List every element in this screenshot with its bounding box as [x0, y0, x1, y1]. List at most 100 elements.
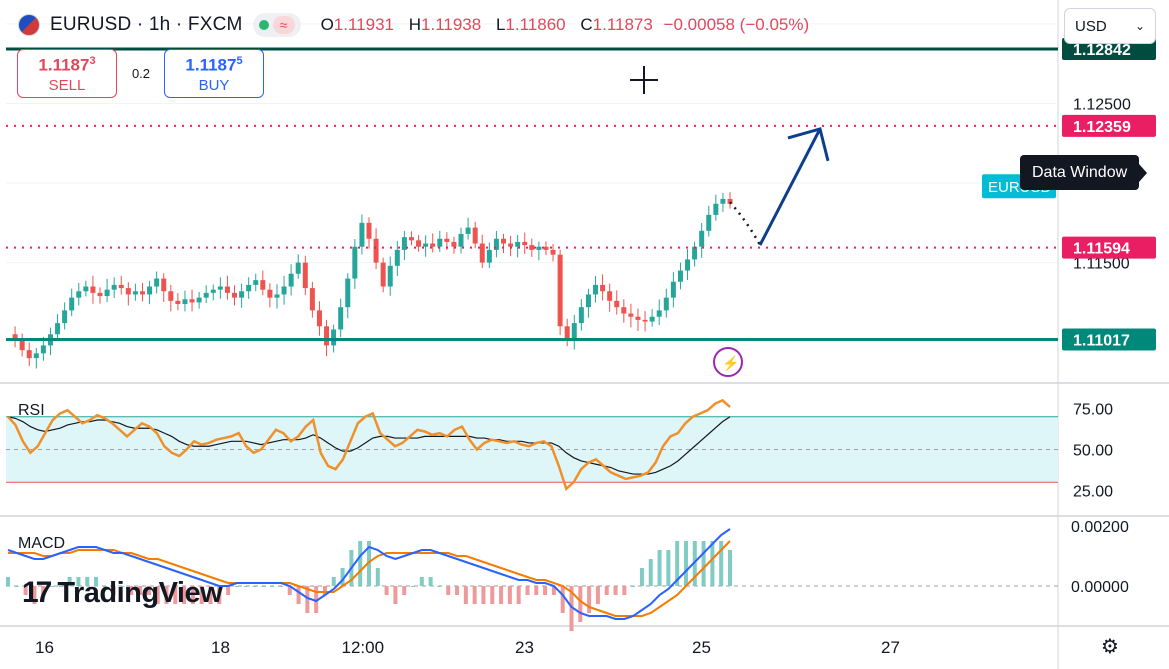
candle: [564, 326, 570, 340]
candle: [175, 300, 181, 305]
macd-histogram-bar: [287, 586, 292, 595]
macd-histogram-bar: [182, 586, 187, 604]
candle: [267, 289, 273, 298]
candle: [132, 291, 138, 295]
currency-value: USD: [1075, 17, 1107, 35]
macd-histogram-bar: [173, 586, 178, 604]
macd-histogram-bar: [129, 586, 134, 595]
candle: [359, 222, 365, 247]
macd-histogram-bar: [499, 586, 504, 604]
macd-histogram-bar: [728, 550, 732, 586]
candle: [656, 310, 662, 317]
candle: [578, 307, 584, 324]
candle: [182, 299, 188, 305]
close-label: C: [580, 15, 593, 34]
macd-histogram-bar: [190, 586, 195, 604]
candle: [19, 339, 25, 351]
macd-histogram-bar: [534, 586, 539, 595]
change-value: −0.00058 (−0.05%): [663, 15, 810, 34]
gear-icon[interactable]: ⚙: [1101, 636, 1119, 658]
rsi-tick-label: 50.00: [1073, 443, 1113, 460]
macd-histogram-bar: [587, 586, 592, 613]
candle: [692, 246, 698, 260]
status-pill[interactable]: ≈: [252, 13, 301, 37]
macd-histogram-bar: [208, 586, 213, 604]
candle: [253, 280, 259, 285]
macd-histogram-bar: [226, 586, 231, 595]
macd-histogram-bar: [155, 586, 160, 604]
chevron-down-icon: ⌄: [1134, 19, 1145, 33]
macd-signal-line: [8, 540, 731, 617]
level-price-label: 1.12842: [1073, 42, 1131, 59]
sell-label: SELL: [48, 76, 86, 94]
candle: [373, 238, 379, 263]
candle: [62, 310, 68, 324]
macd-histogram-bar: [305, 586, 310, 613]
candle: [387, 265, 393, 287]
candle: [451, 241, 457, 247]
candle: [246, 284, 252, 292]
candle: [536, 246, 542, 250]
candle: [161, 278, 167, 292]
macd-histogram-bar: [595, 586, 600, 604]
macd-histogram-bar: [358, 541, 363, 586]
low-label: L: [495, 15, 506, 34]
low-value: 1.11860: [505, 15, 566, 34]
candle: [324, 326, 330, 346]
level-price-label: 1.11017: [1073, 333, 1130, 350]
candle: [380, 262, 386, 287]
high-value: 1.11938: [421, 15, 482, 34]
macd-histogram-bar: [32, 586, 37, 604]
candle: [90, 286, 96, 293]
candle: [97, 292, 103, 297]
macd-tick-label: 0.00200: [1071, 519, 1129, 536]
macd-histogram-bar: [50, 586, 55, 587]
currency-select[interactable]: USD ⌄: [1064, 8, 1156, 44]
candle: [224, 286, 230, 293]
candle: [196, 297, 202, 303]
candle: [366, 222, 372, 239]
macd-histogram-bar: [384, 586, 389, 595]
candle: [401, 237, 407, 250]
candle: [493, 238, 499, 250]
candle: [55, 323, 61, 335]
candle: [529, 245, 535, 250]
candle: [295, 262, 301, 274]
macd-histogram-bar: [507, 586, 512, 604]
price-tick-label: 1.11500: [1073, 256, 1130, 273]
time-tick-label: 16: [35, 638, 54, 657]
candle: [288, 273, 294, 287]
macd-histogram-bar: [120, 586, 125, 587]
macd-histogram-bar: [578, 586, 583, 622]
macd-histogram-bar: [340, 568, 345, 586]
macd-histogram-bar: [67, 577, 72, 586]
macd-histogram-bar: [23, 586, 28, 595]
macd-histogram-bar: [314, 586, 319, 613]
macd-histogram-bar: [261, 586, 266, 587]
candle: [69, 297, 75, 311]
rsi-line: [7, 398, 731, 491]
sell-button[interactable]: 1.11873 SELL: [17, 49, 117, 98]
level-price-badge: [1062, 328, 1156, 351]
eurusd-flag-icon: [18, 14, 40, 36]
macd-histogram-bar: [648, 559, 653, 586]
price-tick-label: 1.12500: [1073, 96, 1131, 113]
rsi-label: RSI: [18, 402, 45, 419]
symbol-title[interactable]: EURUSD · 1h · FXCM: [50, 14, 243, 35]
buy-price: 1.11875: [185, 55, 243, 75]
candle: [345, 278, 351, 308]
macd-histogram-bar: [6, 577, 10, 586]
candle: [522, 241, 528, 246]
macd-histogram-bar: [516, 586, 521, 604]
candle: [720, 198, 726, 204]
candle: [260, 280, 266, 290]
data-window-tooltip: Data Window: [1020, 155, 1148, 190]
buy-button[interactable]: 1.11875 BUY: [164, 49, 264, 98]
macd-histogram-bar: [102, 586, 107, 587]
tradingview-mark-icon: 17: [22, 576, 52, 609]
candle: [33, 353, 39, 359]
rsi-band: [6, 416, 1058, 483]
tradingview-wordmark: TradingView: [57, 576, 223, 609]
macd-histogram-bar: [270, 586, 275, 587]
